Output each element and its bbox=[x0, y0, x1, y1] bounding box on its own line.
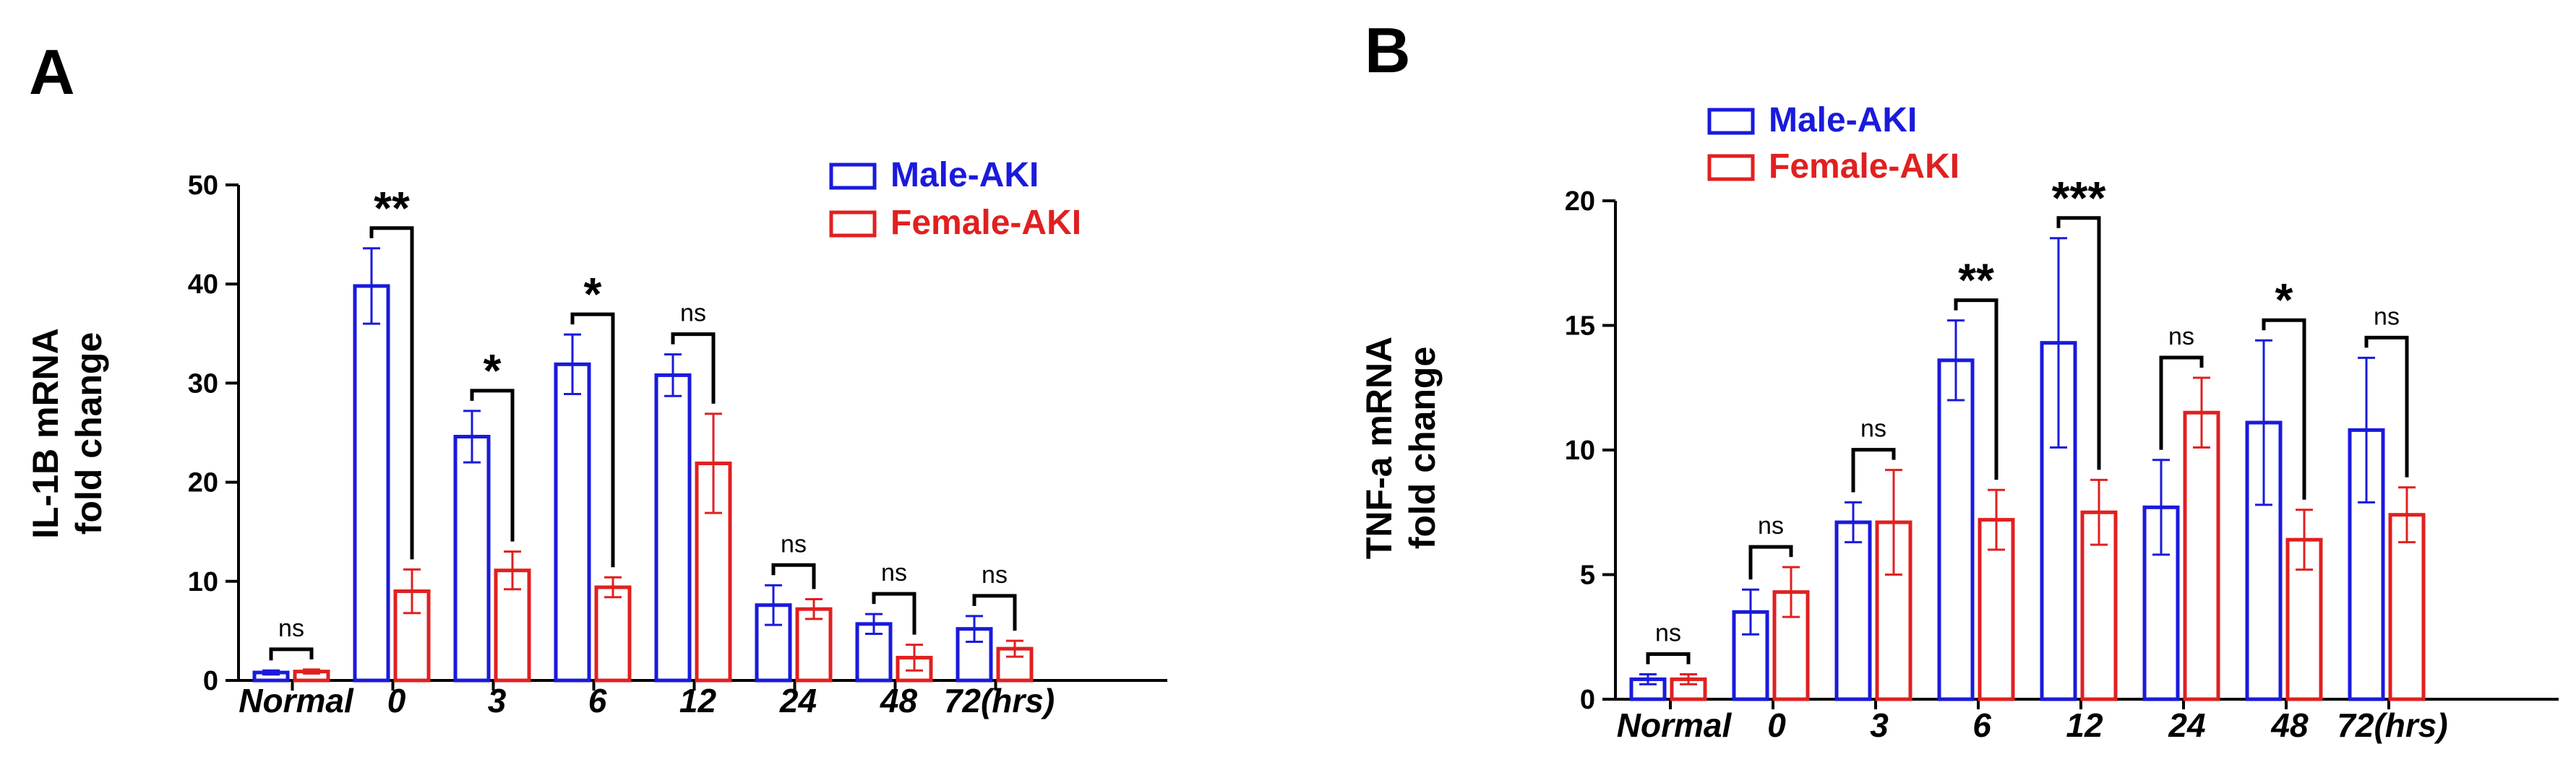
panel-b-category-label: 12 bbox=[2066, 706, 2103, 744]
panel-a-y-tick-label: 50 bbox=[188, 170, 218, 201]
panel-b-legend-swatch bbox=[1707, 108, 1755, 135]
panel-a-y-axis-label-line: IL-1B mRNA bbox=[25, 328, 66, 539]
panel-a-letter: A bbox=[29, 36, 75, 108]
panel-b-significance-label: ns bbox=[1758, 512, 1784, 540]
panel-b-letter: B bbox=[1365, 14, 1411, 86]
panel-b-significance-bracket bbox=[2364, 335, 2409, 477]
panel-a-legend-swatch bbox=[829, 210, 877, 238]
panel-b-bar-male bbox=[1937, 358, 1975, 701]
panel-a-significance-bracket bbox=[369, 226, 414, 560]
panel-b-y-tick-label: 20 bbox=[1565, 186, 1595, 217]
panel-a-legend-label: Female-AKI bbox=[890, 204, 1081, 242]
panel-b-y-axis-label-line: fold change bbox=[1402, 347, 1443, 550]
panel-a-significance-bracket bbox=[470, 389, 515, 542]
panel-b-y-tick-label: 15 bbox=[1565, 311, 1595, 342]
panel-b-legend-label: Male-AKI bbox=[1769, 101, 1917, 139]
panel-b-significance-label: ** bbox=[1958, 254, 1994, 306]
panel-b-bar-female bbox=[2183, 410, 2220, 701]
panel-b-significance-bracket bbox=[1954, 298, 1998, 480]
panel-a-y-tick-label: 40 bbox=[188, 269, 218, 300]
panel-a-significance-label: ns bbox=[881, 559, 907, 587]
panel-a-category-label: 0 bbox=[387, 682, 406, 719]
panel-a-significance-bracket bbox=[872, 592, 916, 635]
panel-a-bar-female bbox=[594, 585, 632, 683]
panel-a-significance-bracket bbox=[972, 594, 1017, 631]
panel-a-y-axis-label: IL-1B mRNAfold change bbox=[25, 328, 109, 539]
panel-b-category-label: 72(hrs) bbox=[2337, 706, 2447, 744]
panel-b-significance-label: ns bbox=[1860, 415, 1886, 443]
panel-b-category-label: 48 bbox=[2270, 706, 2309, 744]
panel-a-bar-male bbox=[654, 373, 692, 683]
panel-a-il1b-chart: AIL-1B mRNAfold change01020304050Normaln… bbox=[25, 36, 1167, 719]
panel-a-category-label: 12 bbox=[679, 682, 717, 719]
panel-b-significance-label: * bbox=[2275, 274, 2293, 326]
panel-a-category-label: 72(hrs) bbox=[944, 682, 1055, 719]
panel-b-significance-bracket bbox=[2056, 216, 2101, 470]
panel-b-legend-label: Female-AKI bbox=[1769, 147, 1959, 186]
panel-a-significance-label: ns bbox=[982, 561, 1008, 589]
panel-a-y-tick-label: 10 bbox=[188, 567, 218, 597]
panel-b-tnfa-chart: B TNF-a mRNAfold change 0 5 10 15 20 Normal ns 0 n… bbox=[1359, 14, 2559, 744]
panel-a-legend-label: Male-AKI bbox=[890, 156, 1039, 194]
panel-a-y-tick-label: 20 bbox=[188, 468, 218, 498]
panel-b-significance-label: *** bbox=[2052, 172, 2106, 224]
panel-a-category-label: 6 bbox=[588, 682, 607, 719]
panel-b-significance-bracket bbox=[1851, 448, 1896, 493]
panel-b-y-tick-label: 5 bbox=[1580, 561, 1595, 591]
panel-a-bar-male bbox=[353, 284, 390, 683]
panel-a-category-label: Normal bbox=[239, 682, 354, 719]
panel-b-significance-bracket bbox=[1748, 545, 1793, 580]
panel-a-category-label: 48 bbox=[880, 682, 918, 719]
panel-a-significance-label: ** bbox=[374, 182, 410, 234]
panel-b-significance-label: ns bbox=[2374, 303, 2400, 330]
panel-b-bar-male bbox=[1834, 520, 1872, 701]
panel-a-significance-label: ns bbox=[278, 615, 304, 642]
panel-b-category-label: 24 bbox=[2168, 706, 2205, 744]
panel-a-significance-label: * bbox=[584, 268, 602, 320]
panel-a-legend-swatch bbox=[829, 163, 877, 190]
panel-b-significance-bracket bbox=[1646, 652, 1691, 665]
panel-a-significance-bracket bbox=[570, 312, 615, 568]
panel-b-y-tick-label: 10 bbox=[1565, 436, 1595, 466]
panel-b-y-axis-label: TNF-a mRNAfold change bbox=[1359, 337, 1443, 559]
panel-b-significance-label: ns bbox=[2168, 323, 2194, 350]
panel-b-legend-swatch bbox=[1707, 154, 1755, 181]
panel-b-significance-bracket bbox=[2159, 355, 2204, 450]
panel-a-bar-male bbox=[453, 434, 491, 683]
panel-a-category-label: 24 bbox=[779, 682, 817, 719]
panel-b-category-label: 0 bbox=[1767, 706, 1786, 744]
panel-a-significance-label: ns bbox=[680, 300, 706, 327]
panel-b-significance-label: ns bbox=[1655, 620, 1681, 647]
panel-a-significance-bracket bbox=[269, 647, 314, 661]
panel-a-significance-bracket bbox=[771, 563, 816, 589]
panel-a-y-axis-label-line: fold change bbox=[69, 332, 109, 535]
panel-a-category-label: 3 bbox=[488, 682, 507, 719]
panel-a-significance-label: ns bbox=[781, 530, 807, 558]
panel-a-significance-bracket bbox=[671, 332, 716, 404]
panel-a-significance-label: * bbox=[484, 345, 502, 397]
panel-a-bar-male bbox=[554, 362, 591, 683]
panel-a-y-tick-label: 0 bbox=[203, 666, 218, 696]
panel-b-significance-bracket bbox=[2262, 318, 2306, 500]
panel-b-category-label: 3 bbox=[1870, 706, 1889, 744]
panel-a-y-tick-label: 30 bbox=[188, 368, 218, 399]
panel-b-y-tick-label: 0 bbox=[1580, 685, 1595, 715]
panel-b-category-label: 6 bbox=[1972, 706, 1991, 744]
panel-b-category-label: Normal bbox=[1617, 706, 1733, 744]
panel-b-y-axis-label-line: TNF-a mRNA bbox=[1359, 337, 1399, 559]
